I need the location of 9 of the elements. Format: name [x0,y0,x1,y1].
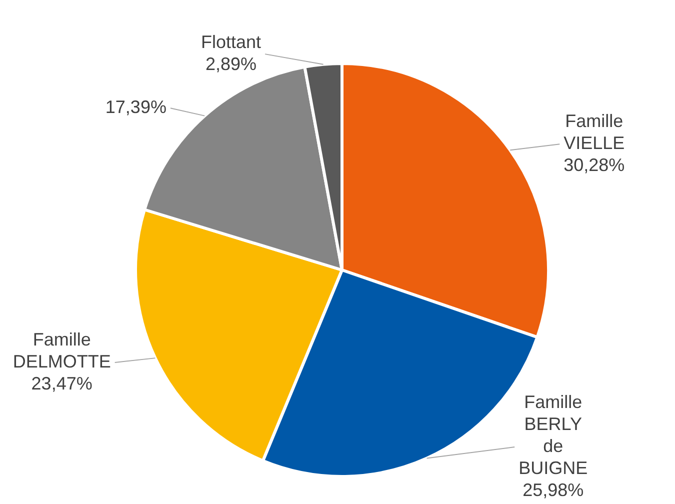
slice-label: Famille BERLY de BUIGNE [518,392,588,478]
data-label: 2,89% [206,54,257,74]
slice-label: Famille VIELLE [564,111,625,154]
slice-label: Flottant [201,32,262,52]
data-label: 23,47% [31,373,92,394]
data-label: 25,98% [522,480,584,500]
slice-label: Famille DELMOTTE [12,329,111,372]
data-label: 17,39% [105,97,166,118]
data-label: 30,28% [564,155,625,176]
